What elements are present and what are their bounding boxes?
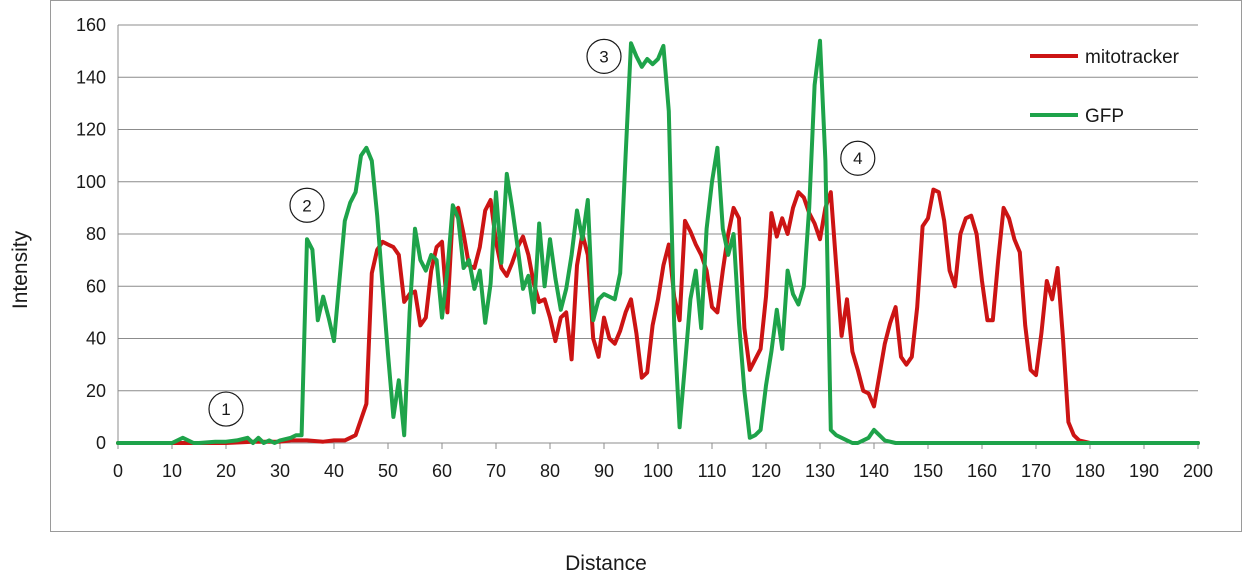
y-tick-label-140: 140: [76, 67, 106, 87]
annotation-label-4: 4: [853, 149, 862, 168]
x-tick-label-200: 200: [1183, 461, 1213, 481]
y-tick-label-120: 120: [76, 120, 106, 140]
x-tick-label-120: 120: [751, 461, 781, 481]
x-tick-label-60: 60: [432, 461, 452, 481]
legend-label-mitotracker: mitotracker: [1085, 47, 1180, 68]
x-tick-label-100: 100: [643, 461, 673, 481]
y-tick-label-60: 60: [86, 276, 106, 296]
annotation-label-2: 2: [302, 196, 311, 215]
x-axis-title: Distance: [565, 552, 647, 575]
y-tick-label-100: 100: [76, 172, 106, 192]
x-tick-label-90: 90: [594, 461, 614, 481]
gridlines: [118, 24, 1198, 392]
annotation-label-3: 3: [599, 47, 608, 66]
x-tick-label-40: 40: [324, 461, 344, 481]
legend-label-gfp: GFP: [1085, 106, 1124, 127]
annotation-marker-4: [840, 140, 876, 176]
y-tick-label-0: 0: [96, 433, 106, 453]
x-tick-label-150: 150: [913, 461, 943, 481]
x-tick-label-10: 10: [162, 461, 182, 481]
x-tick-label-190: 190: [1129, 461, 1159, 481]
annotation-marker-1: [208, 391, 244, 427]
annotation-marker-3: [586, 38, 622, 74]
axes: 0 20 40 60 80 100 120 140 160 0 10 20 30 40 50 60 70 80 90…: [76, 15, 1213, 481]
y-tick-label-40: 40: [86, 329, 106, 349]
y-tick-label-80: 80: [86, 224, 106, 244]
x-tick-label-80: 80: [540, 461, 560, 481]
x-tick-label-180: 180: [1075, 461, 1105, 481]
x-tick-label-130: 130: [805, 461, 835, 481]
legend: mitotracker GFP: [1030, 47, 1180, 127]
x-tick-label-140: 140: [859, 461, 889, 481]
x-tick-label-30: 30: [270, 461, 290, 481]
y-tick-label-160: 160: [76, 15, 106, 35]
x-tick-label-20: 20: [216, 461, 236, 481]
annotation-marker-2: [289, 187, 325, 223]
x-tick-label-0: 0: [113, 461, 123, 481]
annotation-label-1: 1: [221, 400, 230, 419]
x-tick-label-170: 170: [1021, 461, 1051, 481]
series-line-gfp: [116, 38, 1200, 445]
x-tick-label-160: 160: [967, 461, 997, 481]
series-line-mitotracker: [116, 187, 1200, 445]
x-tick-label-50: 50: [378, 461, 398, 481]
annotations: 1 2 3 4: [208, 38, 876, 427]
x-tick-label-110: 110: [698, 461, 727, 481]
y-axis-title: Intensity: [9, 230, 32, 309]
y-tick-label-20: 20: [86, 381, 106, 401]
series-lines: [116, 38, 1200, 445]
x-tick-label-70: 70: [486, 461, 506, 481]
